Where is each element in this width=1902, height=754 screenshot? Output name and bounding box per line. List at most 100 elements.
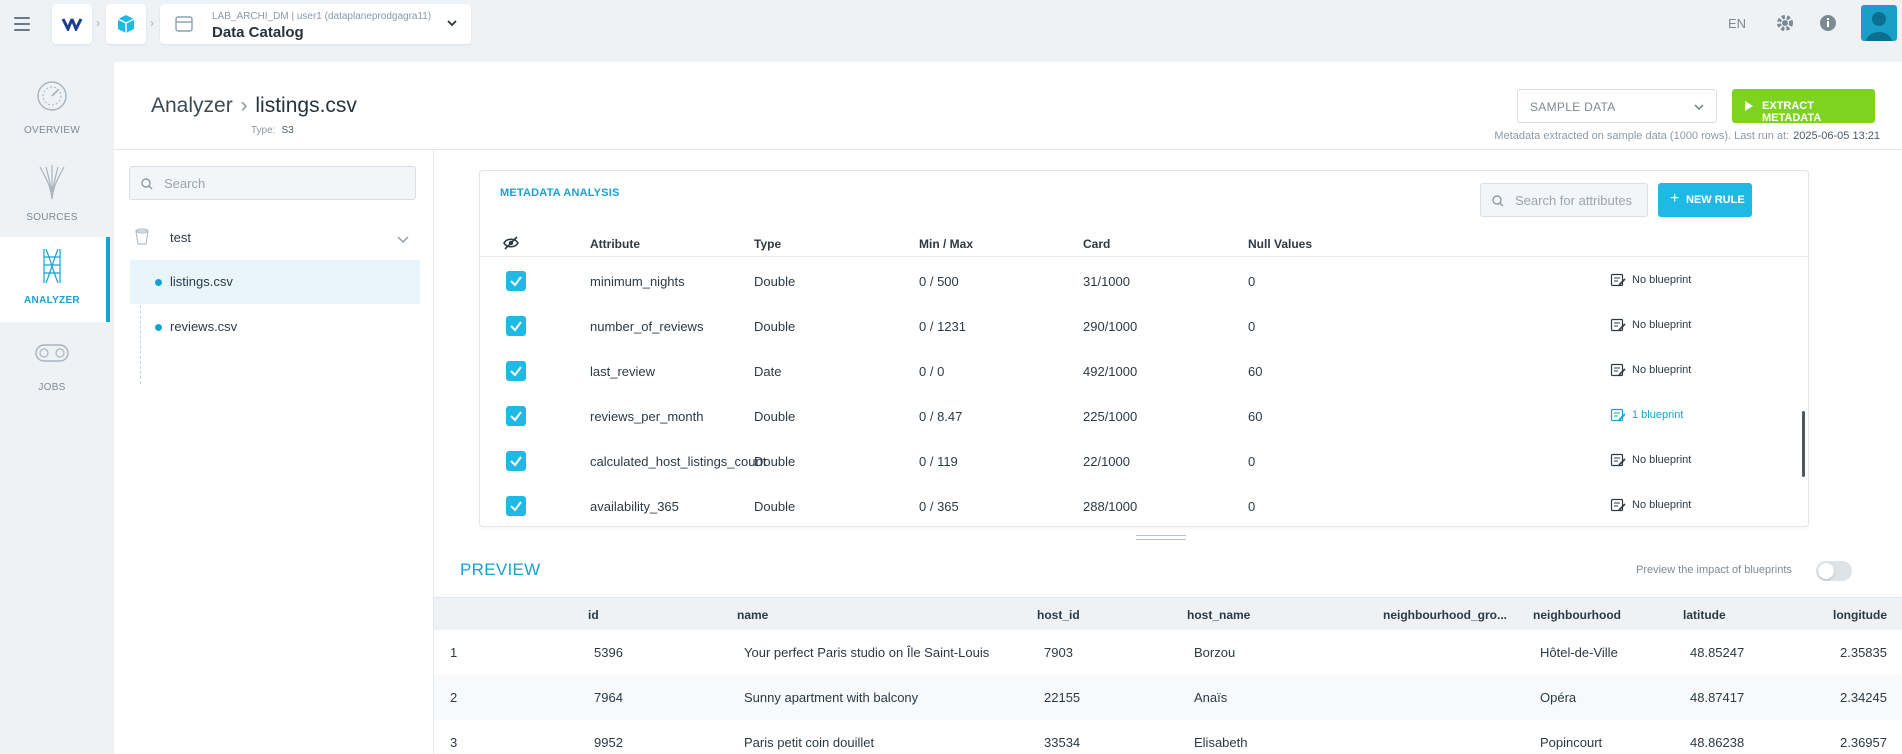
cell-card: 22/1000 <box>1083 454 1130 469</box>
catalog-selector[interactable]: LAB_ARCHI_DM | user1 (dataplaneprodgagra… <box>160 4 471 44</box>
preview-table: id name host_id host_name neighbourhood_… <box>434 597 1902 754</box>
cell-neighbourhood: Popincourt <box>1540 735 1603 750</box>
blueprint-link[interactable]: No blueprint <box>1632 319 1692 331</box>
blueprint-icon[interactable] <box>1610 317 1626 333</box>
menu-icon[interactable] <box>10 12 34 36</box>
blueprint-icon[interactable] <box>1610 497 1626 513</box>
extract-label: EXTRACT METADATA <box>1762 100 1822 124</box>
rail-item-sources[interactable]: SOURCES <box>0 157 110 239</box>
eye-off-icon[interactable] <box>503 236 519 250</box>
col-attribute[interactable]: Attribute <box>590 237 640 251</box>
bucket-icon <box>135 228 149 245</box>
tree-folder-test[interactable]: test <box>130 216 420 260</box>
cell-neighbourhood: Hôtel-de-Ville <box>1540 645 1618 660</box>
chevron-down-icon <box>447 20 457 27</box>
tree-connector <box>140 260 141 384</box>
tree-file-label: reviews.csv <box>170 319 238 334</box>
tree-file-reviews[interactable]: reviews.csv <box>130 305 420 349</box>
col-nulls[interactable]: Null Values <box>1248 237 1313 251</box>
metadata-row: calculated_host_listings_count Double 0 … <box>480 439 1808 484</box>
gear-icon[interactable] <box>1774 12 1796 34</box>
tree-file-listings[interactable]: listings.csv <box>130 260 420 304</box>
cell-minmax: 0 / 119 <box>919 454 958 469</box>
row-checkbox[interactable] <box>506 406 526 426</box>
attribute-search-input[interactable]: Search for attributes <box>1480 183 1648 217</box>
cell-host-id: 33534 <box>1044 735 1081 750</box>
col-neighbourhood-group[interactable]: neighbourhood_gro... <box>1383 608 1507 622</box>
new-rule-button[interactable]: + NEW RULE <box>1658 183 1752 217</box>
breadcrumb: Analyzer › listings.csv <box>151 94 357 118</box>
blueprint-link[interactable]: No blueprint <box>1632 274 1692 286</box>
type-line: Type: S3 <box>251 125 294 136</box>
rail-item-analyzer[interactable]: ANALYZER <box>0 237 110 322</box>
cell-latitude: 48.87417 <box>1690 690 1745 705</box>
cell-nulls: 0 <box>1248 274 1256 289</box>
rail-label-analyzer: ANALYZER <box>24 295 80 306</box>
breadcrumb-root[interactable]: Analyzer <box>151 94 233 117</box>
blueprint-link[interactable]: No blueprint <box>1632 364 1692 376</box>
check-icon <box>510 501 522 512</box>
top-bar: › › LAB_ARCHI_DM | user1 (dataplaneprodg… <box>0 0 1902 62</box>
chevron-right-icon: › <box>240 94 248 117</box>
cell-name: Paris petit coin douillet <box>744 735 875 750</box>
rail-item-jobs[interactable]: JOBS <box>0 327 110 409</box>
row-checkbox[interactable] <box>506 316 526 336</box>
jobs-icon <box>35 344 69 362</box>
metadata-row: availability_365 Double 0 / 365 288/1000… <box>480 484 1808 526</box>
col-minmax[interactable]: Min / Max <box>919 237 974 251</box>
tree-file-label: listings.csv <box>170 274 233 289</box>
rail-label-sources: SOURCES <box>26 212 78 223</box>
app-logo[interactable] <box>52 4 92 44</box>
info-icon[interactable] <box>1818 13 1838 33</box>
tree-search-input[interactable]: Search <box>129 166 416 200</box>
cell-host-name: Borzou <box>1194 645 1236 660</box>
preview-row: 3 9952 Paris petit coin douillet 33534 E… <box>434 720 1902 754</box>
blueprint-icon[interactable] <box>1610 407 1626 423</box>
sources-icon <box>39 165 65 200</box>
blueprint-icon[interactable] <box>1610 452 1626 468</box>
metadata-scrollbar[interactable] <box>1802 411 1805 477</box>
row-number: 1 <box>450 645 458 660</box>
cell-card: 290/1000 <box>1083 319 1138 334</box>
meta-info-text: Metadata extracted on sample data (1000 … <box>1494 130 1790 142</box>
row-checkbox[interactable] <box>506 271 526 291</box>
col-latitude[interactable]: latitude <box>1683 608 1726 622</box>
chevron-down-icon[interactable] <box>396 232 410 246</box>
gauge-icon <box>37 81 67 111</box>
col-type[interactable]: Type <box>754 237 782 251</box>
cell-attribute: reviews_per_month <box>590 409 704 424</box>
chevron-right-icon: › <box>150 16 154 30</box>
col-neighbourhood[interactable]: neighbourhood <box>1533 608 1621 622</box>
cell-name: Sunny apartment with balcony <box>744 690 919 705</box>
cell-id: 9952 <box>594 735 623 750</box>
main-panel: Analyzer › listings.csv Type: S3 SAMPLE D… <box>114 62 1902 754</box>
row-checkbox[interactable] <box>506 496 526 516</box>
resize-handle[interactable] <box>1136 535 1186 541</box>
sample-data-select[interactable]: SAMPLE DATA <box>1517 89 1717 123</box>
blueprint-icon[interactable] <box>1610 362 1626 378</box>
chevron-down-icon <box>1694 104 1704 111</box>
blueprint-link[interactable]: No blueprint <box>1632 499 1692 511</box>
extract-metadata-button[interactable]: EXTRACT METADATA <box>1732 89 1875 124</box>
row-checkbox[interactable] <box>506 451 526 471</box>
col-host-name[interactable]: host_name <box>1187 608 1251 622</box>
row-checkbox[interactable] <box>506 361 526 381</box>
blueprint-link[interactable]: No blueprint <box>1632 454 1692 466</box>
rail-item-overview[interactable]: OVERVIEW <box>0 70 110 152</box>
cell-attribute: number_of_reviews <box>590 319 704 334</box>
tree-search-placeholder: Search <box>164 176 206 191</box>
col-card[interactable]: Card <box>1083 237 1111 251</box>
blueprint-icon[interactable] <box>1610 272 1626 288</box>
avatar[interactable] <box>1861 5 1897 41</box>
language-switch[interactable]: EN <box>1728 16 1747 31</box>
blueprint-link[interactable]: 1 blueprint <box>1632 409 1684 421</box>
col-name[interactable]: name <box>737 608 769 622</box>
col-longitude[interactable]: longitude <box>1833 608 1887 622</box>
database-icon <box>175 16 193 32</box>
cell-card: 225/1000 <box>1083 409 1138 424</box>
attribute-search-placeholder: Search for attributes <box>1515 193 1633 208</box>
preview-blueprints-toggle[interactable] <box>1816 561 1852 581</box>
catalog-app-button[interactable] <box>106 4 146 44</box>
col-id[interactable]: id <box>588 608 599 622</box>
col-host-id[interactable]: host_id <box>1037 608 1080 622</box>
